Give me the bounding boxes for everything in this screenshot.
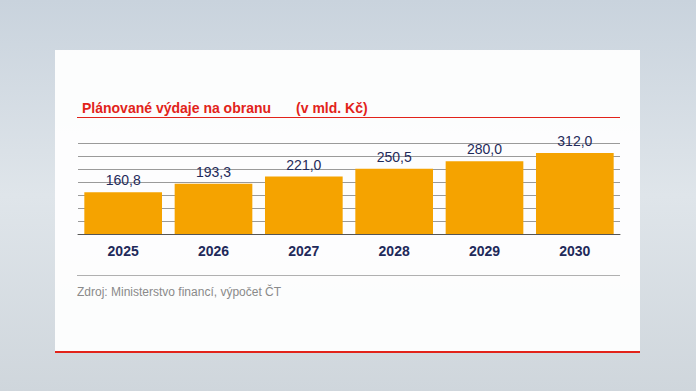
svg-text:(v mld. Kč): (v mld. Kč) — [296, 100, 368, 116]
svg-text:2030: 2030 — [559, 243, 590, 259]
svg-text:2026: 2026 — [198, 243, 229, 259]
svg-text:280,0: 280,0 — [467, 141, 502, 157]
svg-text:2027: 2027 — [288, 243, 319, 259]
svg-text:193,3: 193,3 — [196, 164, 231, 180]
svg-text:2025: 2025 — [108, 243, 139, 259]
svg-text:Plánované výdaje na obranu: Plánované výdaje na obranu — [82, 100, 271, 116]
svg-text:160,8: 160,8 — [106, 172, 141, 188]
svg-text:221,0: 221,0 — [286, 157, 321, 173]
svg-text:2029: 2029 — [469, 243, 500, 259]
svg-text:250,5: 250,5 — [377, 149, 412, 165]
svg-text:312,0: 312,0 — [557, 133, 592, 149]
svg-text:Zdroj: Ministerstvo financí, v: Zdroj: Ministerstvo financí, výpočet ČT — [77, 284, 282, 299]
svg-text:2028: 2028 — [379, 243, 410, 259]
